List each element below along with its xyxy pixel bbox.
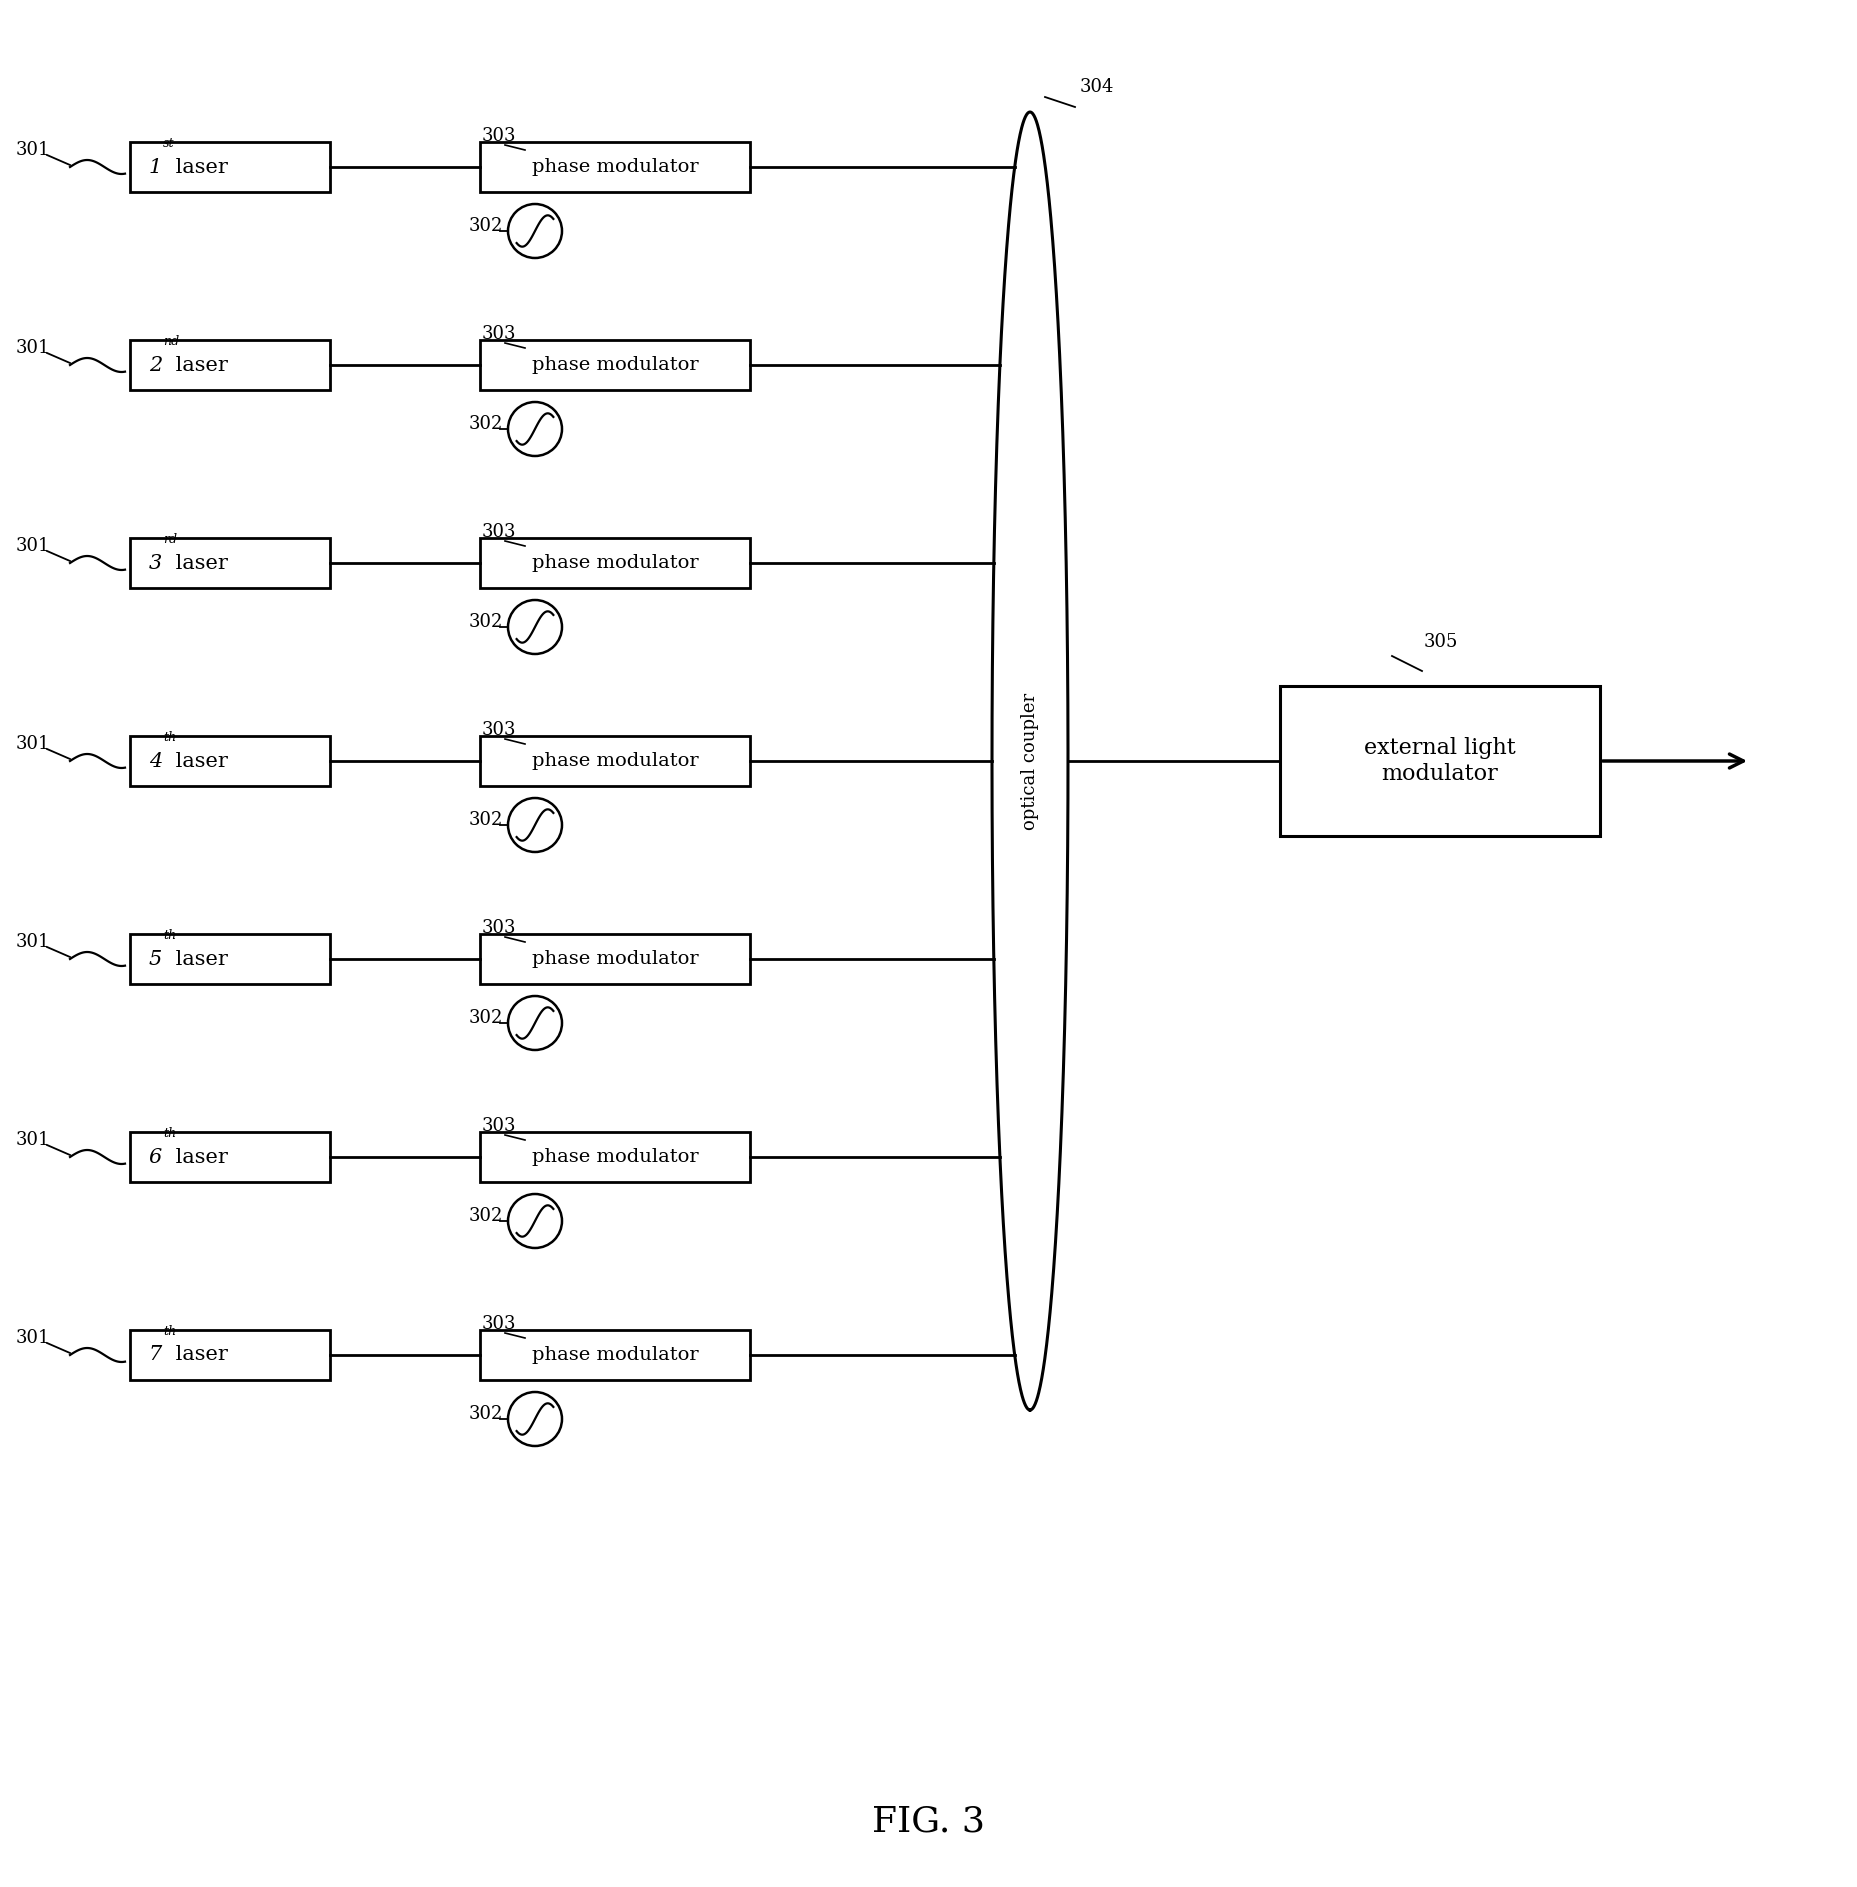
Text: th: th [163, 1127, 176, 1140]
Text: FIG. 3: FIG. 3 [873, 1806, 984, 1840]
Text: th: th [163, 1325, 176, 1338]
Text: 6: 6 [149, 1147, 162, 1166]
Text: 302: 302 [468, 613, 503, 630]
Text: 302: 302 [468, 415, 503, 432]
Bar [479, 340, 750, 391]
Text: 303: 303 [483, 325, 516, 343]
Bar [130, 736, 331, 787]
Text: 301: 301 [15, 1328, 50, 1347]
Text: rd: rd [163, 532, 176, 545]
Text: 303: 303 [483, 721, 516, 740]
Bar [130, 1330, 331, 1379]
Text: 303: 303 [483, 1315, 516, 1332]
Bar [130, 340, 331, 391]
Text: 3: 3 [149, 553, 162, 572]
Text: phase modulator: phase modulator [531, 555, 698, 572]
Text: phase modulator: phase modulator [531, 1345, 698, 1364]
Text: 301: 301 [15, 142, 50, 159]
Text: optical coupler: optical coupler [1021, 693, 1040, 830]
Text: phase modulator: phase modulator [531, 753, 698, 770]
Bar [479, 538, 750, 589]
Text: 301: 301 [15, 538, 50, 555]
Bar [479, 1132, 750, 1181]
Bar [479, 142, 750, 192]
Text: phase modulator: phase modulator [531, 949, 698, 968]
Text: 7: 7 [149, 1345, 162, 1364]
Text: nd: nd [163, 336, 180, 347]
Text: 302: 302 [468, 1010, 503, 1027]
Text: 5: 5 [149, 949, 162, 968]
Text: phase modulator: phase modulator [531, 357, 698, 374]
Text: laser: laser [169, 949, 228, 968]
Bar [130, 142, 331, 192]
Text: phase modulator: phase modulator [531, 159, 698, 175]
Text: 2: 2 [149, 355, 162, 374]
Text: 301: 301 [15, 932, 50, 951]
Text: external light
modulator: external light modulator [1365, 738, 1515, 785]
Text: laser: laser [169, 553, 228, 572]
Bar [130, 538, 331, 589]
Text: 301: 301 [15, 736, 50, 753]
Text: laser: laser [169, 751, 228, 770]
Bar [479, 934, 750, 983]
Text: 303: 303 [483, 523, 516, 542]
Text: st: st [163, 138, 175, 149]
Text: 304: 304 [1081, 77, 1114, 96]
Text: phase modulator: phase modulator [531, 1147, 698, 1166]
Bar [479, 1330, 750, 1379]
Text: 301: 301 [15, 340, 50, 357]
Bar [1279, 687, 1601, 836]
Text: 303: 303 [483, 919, 516, 938]
Bar [130, 1132, 331, 1181]
Text: 302: 302 [468, 1406, 503, 1423]
Text: 302: 302 [468, 217, 503, 236]
Text: 1: 1 [149, 157, 162, 177]
Text: 302: 302 [468, 1208, 503, 1225]
Text: 305: 305 [1424, 632, 1458, 651]
Bar [130, 934, 331, 983]
Text: 303: 303 [483, 1117, 516, 1134]
Text: laser: laser [169, 1345, 228, 1364]
Text: th: th [163, 928, 176, 942]
Text: laser: laser [169, 355, 228, 374]
Text: laser: laser [169, 157, 228, 177]
Text: 4: 4 [149, 751, 162, 770]
Text: th: th [163, 730, 176, 743]
Text: 302: 302 [468, 811, 503, 828]
Text: 301: 301 [15, 1130, 50, 1149]
Text: laser: laser [169, 1147, 228, 1166]
Text: 303: 303 [483, 126, 516, 145]
Bar [479, 736, 750, 787]
